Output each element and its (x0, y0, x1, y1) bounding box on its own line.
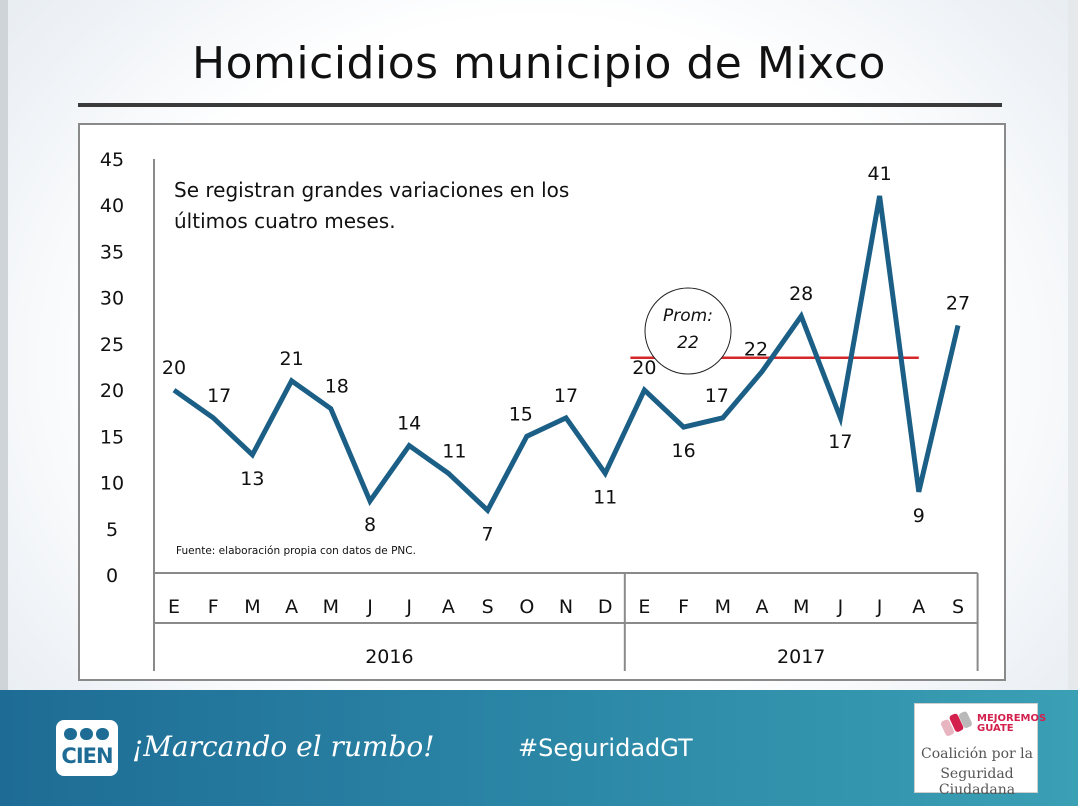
data-label: 27 (946, 292, 970, 314)
chart-annotation-line1: Se registran grandes variaciones en los (174, 178, 569, 202)
line-chart: 0 5 10 15 20 25 30 35 40 45 E F M A M J J A S O N D E F M A M J J A S 2… (100, 149, 979, 671)
data-label: 18 (325, 376, 349, 398)
data-label: 9 (913, 505, 925, 527)
data-label: 7 (482, 523, 494, 545)
data-label: 41 (868, 163, 892, 185)
x-tick-label: F (678, 596, 689, 618)
slide-title: Homicidios municipio de Mixco (192, 38, 886, 89)
x-tick-label: E (638, 596, 650, 618)
x-tick-label: M (715, 596, 731, 618)
x-tick-label: D (598, 596, 613, 618)
x-tick-label: A (442, 596, 455, 618)
x-tick-label: A (756, 596, 769, 618)
x-tick-label: J (405, 596, 412, 618)
average-bubble-value: 22 (677, 333, 699, 353)
x-tick-label: M (244, 596, 260, 618)
data-label: 20 (162, 357, 186, 379)
right-edge-bar (1068, 0, 1078, 690)
y-tick-label: 45 (100, 149, 124, 171)
x-tick-label: F (208, 596, 219, 618)
y-tick-label: 15 (100, 426, 124, 448)
y-tick-label: 25 (100, 334, 124, 356)
year-group-label: 2017 (777, 646, 825, 668)
y-tick-label: 30 (100, 288, 124, 310)
coalicion-text-line2: Seguridad Ciudadana (938, 766, 1016, 798)
x-tick-label: S (952, 596, 964, 618)
x-tick-label: J (876, 596, 883, 618)
hands-icon (941, 711, 972, 736)
data-label: 17 (828, 431, 852, 453)
x-tick-label: M (793, 596, 809, 618)
data-label: 14 (397, 413, 421, 435)
title-underline (78, 103, 1002, 107)
data-label: 20 (632, 357, 656, 379)
data-label: 17 (207, 385, 231, 407)
footer-banner: CIEN ¡Marcando el rumbo! #SeguridadGT ME… (0, 690, 1078, 806)
x-tick-label: J (366, 596, 373, 618)
x-tick-label: A (912, 596, 925, 618)
data-label: 16 (672, 440, 696, 462)
cien-logo: CIEN (56, 720, 118, 776)
mejoremos-guate-badge: MEJOREMOS GUATE (977, 713, 1047, 734)
data-label: 28 (789, 283, 813, 305)
left-edge-bar (0, 0, 8, 690)
coalicion-text-line1: Coalición por la (920, 746, 1033, 762)
chart-annotation-line2: últimos cuatro meses. (174, 209, 396, 233)
y-tick-label: 40 (100, 195, 124, 217)
footer-hashtag: #SeguridadGT (518, 734, 693, 762)
data-label: 17 (554, 385, 578, 407)
y-tick-label: 20 (100, 380, 124, 402)
x-tick-label: S (482, 596, 494, 618)
chart-source-note: Fuente: elaboración propia con datos de … (176, 545, 416, 557)
data-label: 17 (705, 385, 729, 407)
average-bubble (644, 287, 732, 375)
y-tick-label: 0 (106, 565, 118, 587)
homicides-series-line (172, 195, 961, 515)
cien-logo-text: CIEN (61, 744, 113, 768)
coalicion-logo: MEJOREMOS GUATE Coalición por la Segurid… (914, 703, 1047, 798)
data-label: 8 (364, 514, 376, 536)
chart-frame: 0 5 10 15 20 25 30 35 40 45 E F M A M J J A S O N D E F M A M J J A S 2… (78, 123, 1006, 681)
x-tick-label: A (285, 596, 298, 618)
x-tick-label: M (323, 596, 339, 618)
footer-slogan: ¡Marcando el rumbo! (132, 730, 435, 763)
data-label: 22 (744, 339, 768, 361)
y-tick-label: 10 (100, 473, 124, 495)
data-label: 11 (593, 486, 617, 508)
x-tick-label: J (837, 596, 844, 618)
data-label: 13 (240, 468, 264, 490)
y-tick-label: 35 (100, 241, 124, 263)
year-group-label: 2016 (365, 646, 413, 668)
average-bubble-label: Prom: (663, 306, 713, 326)
data-label: 15 (509, 403, 533, 425)
data-label: 21 (280, 348, 304, 370)
x-tick-label: O (519, 596, 534, 618)
data-label: 11 (442, 440, 466, 462)
x-tick-label: E (168, 596, 180, 618)
x-tick-label: N (559, 596, 573, 618)
cien-logo-mark (64, 728, 110, 740)
y-tick-label: 5 (106, 519, 118, 541)
